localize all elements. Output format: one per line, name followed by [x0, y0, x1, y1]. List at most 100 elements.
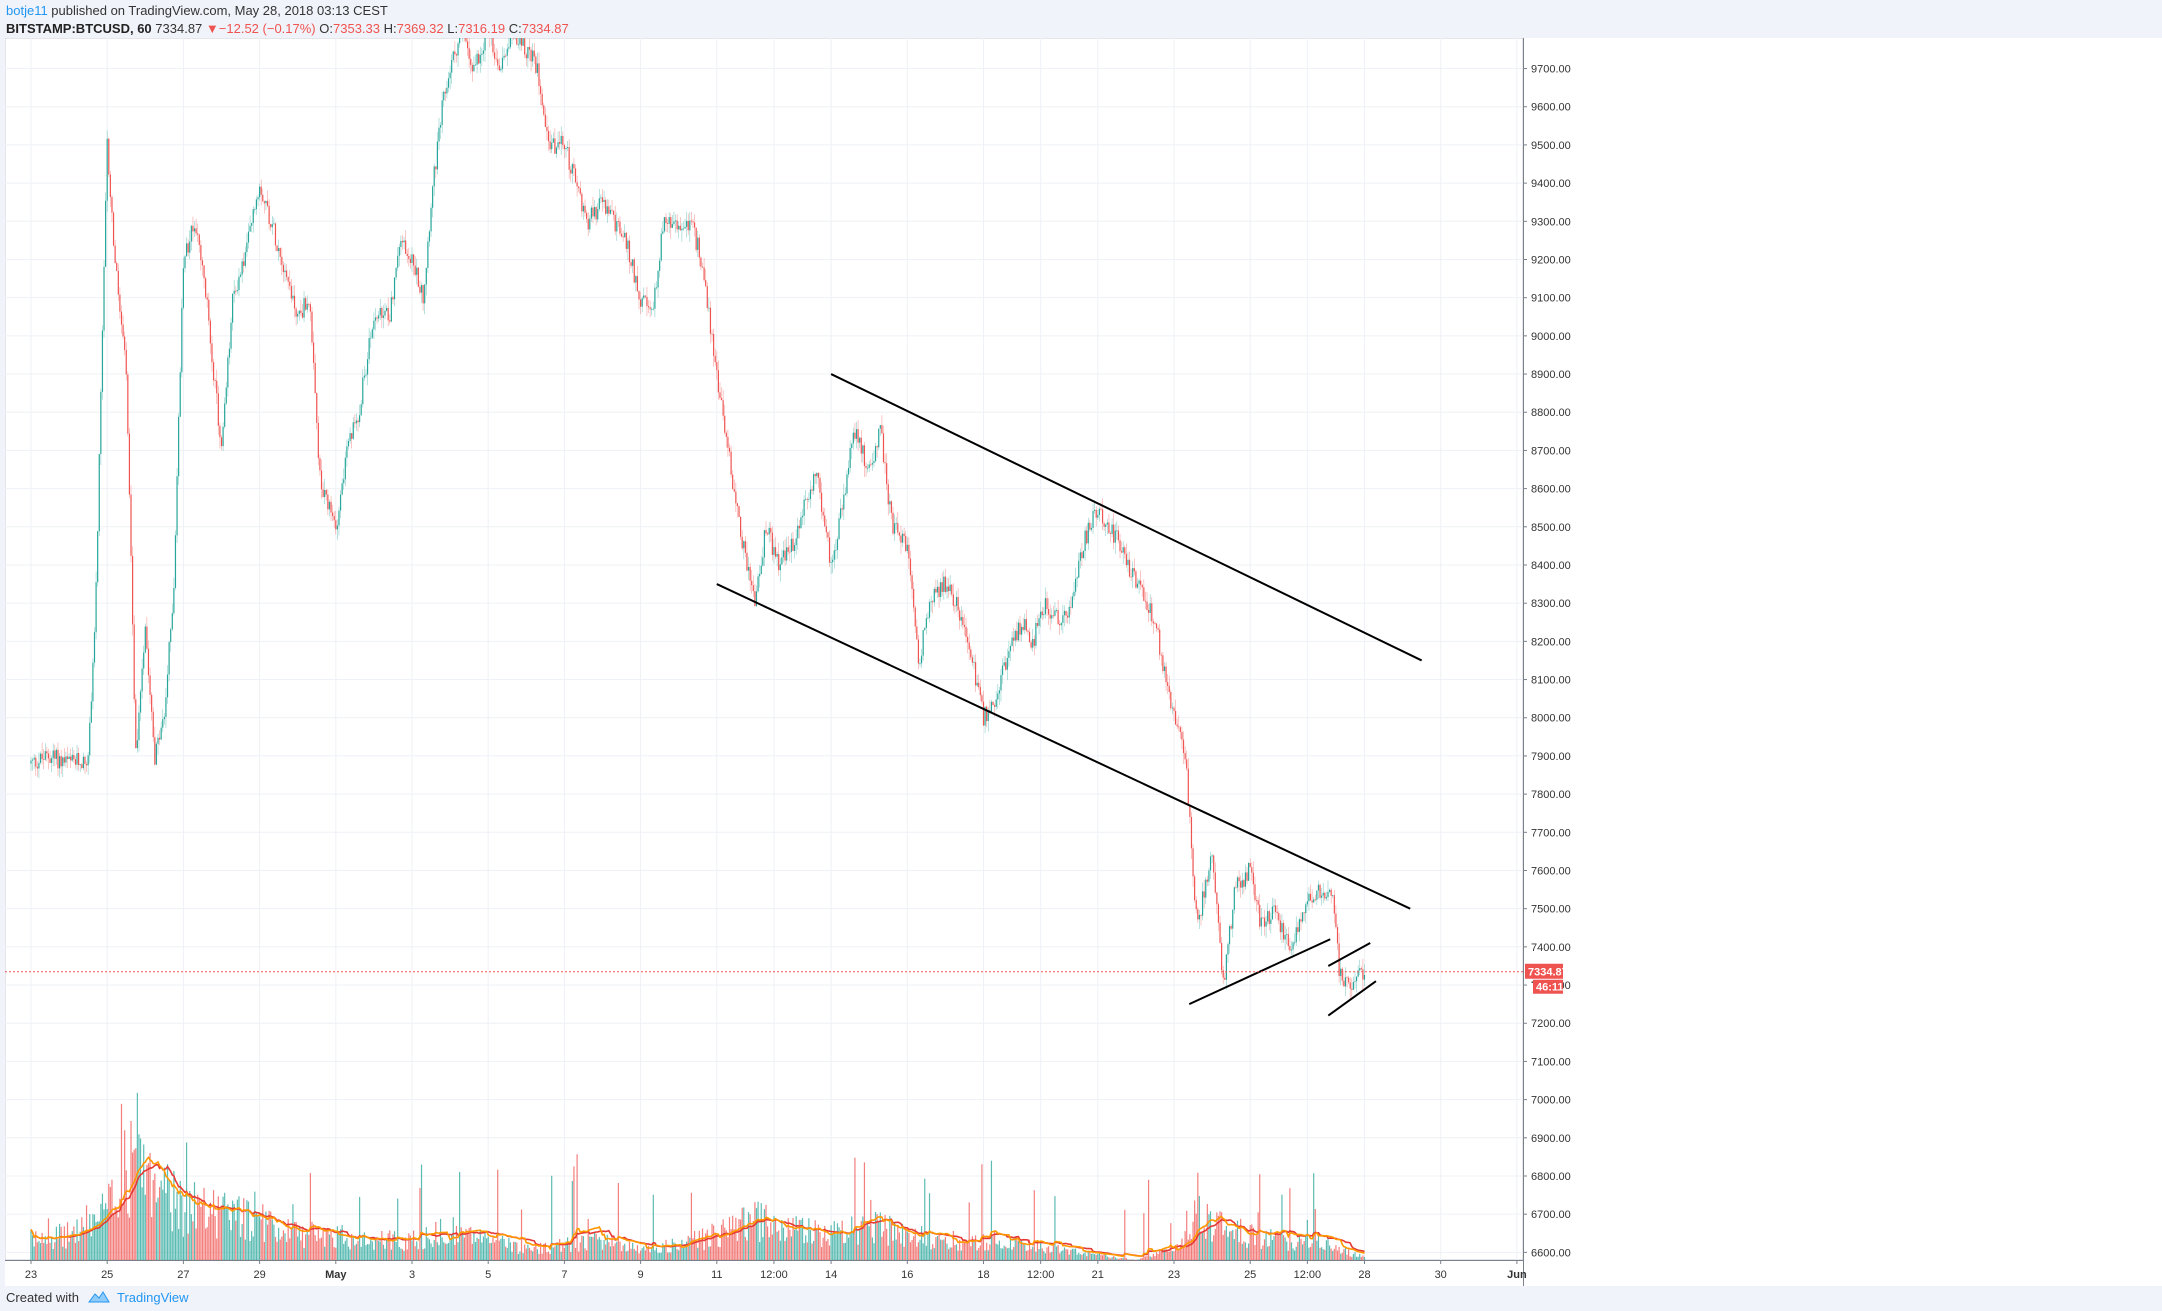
candle-body [609, 209, 612, 214]
candle-body [978, 682, 980, 688]
volume-bar [73, 1226, 75, 1260]
candle-body [155, 743, 158, 765]
volume-bar [576, 1154, 578, 1260]
candle-body [406, 253, 408, 257]
candle-body [1016, 630, 1018, 641]
volume-bar [1321, 1247, 1323, 1260]
volume-bar [649, 1252, 651, 1260]
volume-bar [1232, 1229, 1234, 1260]
volume-bar [368, 1244, 370, 1260]
y-tick-label: 7400.00 [1531, 942, 1571, 954]
volume-bar [471, 1243, 473, 1260]
candle-body [403, 240, 405, 243]
candle-body [1216, 892, 1218, 905]
candle-body [779, 564, 781, 571]
volume-bar [1143, 1213, 1145, 1260]
volume-bar [1044, 1253, 1047, 1260]
candle-body [454, 51, 456, 55]
candle-body [692, 221, 694, 223]
candle-body [401, 240, 404, 243]
chart-area[interactable]: 9700.00 9600.00 9500.00 9400.00 9300.00 9200.… [4, 19, 2162, 1286]
volume-bar [554, 1246, 556, 1260]
volume-bar [678, 1250, 680, 1260]
volume-bar [593, 1232, 596, 1260]
candle-body [627, 240, 629, 249]
volume-bar [101, 1193, 104, 1260]
candle-body [1351, 988, 1353, 990]
candle-body [249, 225, 251, 232]
candle-body [789, 551, 791, 553]
candle-body [684, 226, 686, 229]
volume-bar [1028, 1239, 1031, 1260]
candle-body [1335, 913, 1337, 928]
volume-bar [87, 1231, 89, 1260]
tradingview-link[interactable]: TradingView [117, 1290, 189, 1305]
candle-body [78, 753, 80, 766]
volume-bar [311, 1221, 313, 1260]
volume-bar [987, 1250, 989, 1260]
y-tick-label: 8500.00 [1531, 522, 1571, 534]
candle-body [125, 349, 127, 375]
volume-bar [66, 1222, 69, 1260]
candle-body [1008, 651, 1010, 658]
volume-bar [862, 1216, 864, 1260]
candle-body [149, 675, 151, 695]
candle-body [1254, 884, 1256, 901]
volume-bar [1348, 1249, 1350, 1260]
volume-bar [1176, 1243, 1178, 1260]
candle-body [925, 618, 927, 628]
volume-bar [119, 1198, 121, 1260]
candle-body [436, 141, 438, 170]
volume-bar [1090, 1253, 1093, 1260]
candle-body [659, 260, 661, 271]
volume-bar [1359, 1253, 1361, 1260]
volume-bar [211, 1214, 213, 1260]
volume-bar [706, 1229, 708, 1260]
candle-body [997, 693, 999, 700]
candle-body [338, 510, 340, 526]
volume-bar [547, 1251, 550, 1260]
candle-body [970, 649, 972, 658]
candle-body [755, 591, 758, 607]
volume-bar [489, 1243, 491, 1260]
symbol-name[interactable]: BITSTAMP:BTCUSD, 60 [6, 21, 152, 36]
author-link[interactable]: botje11 [6, 3, 48, 18]
last-price-badge [1525, 963, 1563, 979]
volume-bar [58, 1223, 61, 1260]
candle-body [582, 205, 585, 212]
volume-bar [1059, 1253, 1061, 1260]
candle-body [493, 52, 496, 59]
volume-bar [168, 1180, 170, 1260]
candle-body [1157, 628, 1159, 630]
volume-bar [1087, 1251, 1089, 1260]
volume-bar [362, 1234, 364, 1260]
volume-bar [411, 1240, 413, 1260]
volume-bar [366, 1244, 369, 1260]
candle-body [586, 212, 588, 219]
volume-bar [892, 1240, 894, 1260]
candle-body [543, 105, 545, 115]
candle-body [1146, 601, 1148, 610]
price-chart-svg[interactable]: 9700.009600.009500.009400.009300.009200.… [4, 19, 2162, 1286]
volume-bar [733, 1229, 735, 1260]
candle-body [1189, 805, 1191, 817]
tradingview-logo-icon[interactable] [88, 1290, 110, 1304]
volume-bar [925, 1245, 927, 1260]
candle-body [1195, 900, 1197, 910]
volume-bar [1054, 1196, 1056, 1260]
volume-bar [920, 1226, 923, 1260]
candle-body [1097, 514, 1099, 518]
candle-body [1127, 559, 1129, 566]
volume-bar [666, 1252, 669, 1260]
candle-body [1046, 598, 1048, 609]
candle-body [455, 54, 458, 56]
volume-bar [301, 1228, 304, 1260]
volume-bar [244, 1239, 246, 1260]
volume-bar [643, 1246, 645, 1260]
candle-body [793, 545, 796, 551]
volume-bar [905, 1230, 907, 1260]
candle-body [255, 199, 258, 210]
candle-body [695, 227, 697, 250]
volume-bar [60, 1226, 62, 1260]
volume-bar [965, 1241, 967, 1260]
